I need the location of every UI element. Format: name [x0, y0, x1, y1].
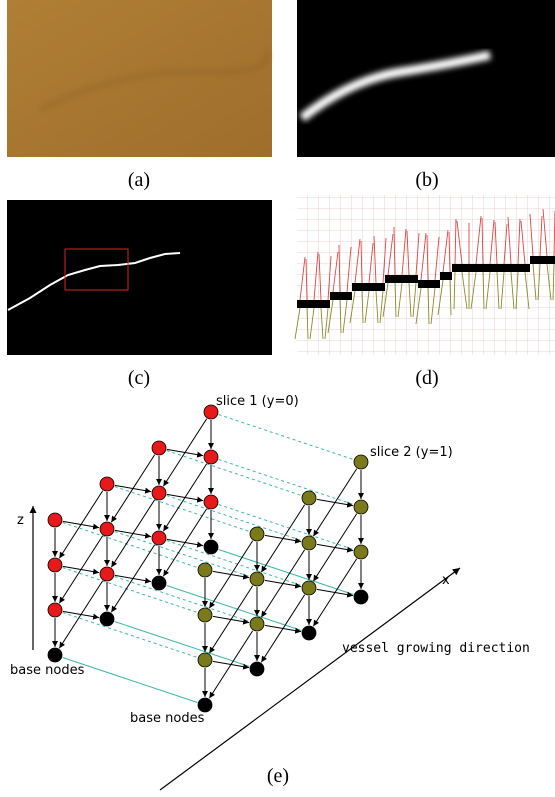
- slice-link: [167, 451, 302, 496]
- caption: (a): [128, 169, 150, 191]
- base-node: [354, 590, 368, 604]
- slice-link: [167, 496, 302, 541]
- figure: (a) (b) (c) (d) z x vessel growing direc…: [0, 0, 555, 797]
- base-label: base nodes: [130, 711, 205, 726]
- node: [198, 653, 212, 667]
- stair: [418, 280, 440, 288]
- base-node: [204, 540, 218, 554]
- base-label: base nodes: [10, 663, 85, 678]
- node: [48, 558, 62, 572]
- edge: [317, 544, 353, 550]
- graph: [48, 405, 368, 712]
- node: [250, 572, 264, 586]
- node: [204, 495, 218, 509]
- slice-link: [219, 550, 354, 595]
- base-node: [48, 648, 62, 662]
- edge: [213, 571, 249, 577]
- node: [152, 441, 166, 455]
- node: [198, 563, 212, 577]
- node: [302, 491, 316, 505]
- node: [354, 500, 368, 514]
- node: [354, 545, 368, 559]
- caption: (b): [415, 169, 438, 191]
- slice-link: [167, 586, 302, 631]
- base-node: [152, 576, 166, 590]
- slice-link: [63, 523, 198, 568]
- stair: [297, 300, 330, 308]
- slice-link: [219, 505, 354, 550]
- axis-label: z: [17, 513, 24, 528]
- axis-label: x: [442, 573, 450, 588]
- response-map: [297, 0, 555, 157]
- grid: [297, 195, 555, 355]
- slice-link: [63, 613, 198, 658]
- slice-link: [167, 541, 302, 586]
- slice-link: [115, 532, 250, 577]
- edge: [213, 616, 249, 622]
- node: [250, 617, 264, 631]
- slice-link: [115, 622, 250, 667]
- base-node: [198, 698, 212, 712]
- caption: (c): [128, 367, 150, 389]
- slice-link: [115, 487, 250, 532]
- stair: [452, 264, 530, 272]
- slice-link: [115, 577, 250, 622]
- node: [100, 567, 114, 581]
- stair: [530, 256, 555, 264]
- node: [100, 477, 114, 491]
- node: [204, 450, 218, 464]
- stair: [330, 292, 352, 300]
- slice-label: slice 2 (y=1): [370, 445, 453, 460]
- slice-label: slice 1 (y=0): [216, 394, 299, 409]
- node: [152, 531, 166, 545]
- node: [100, 522, 114, 536]
- edge: [265, 580, 301, 586]
- stair: [440, 272, 452, 280]
- caption: (e): [267, 765, 289, 787]
- edge: [265, 535, 301, 541]
- node: [302, 581, 316, 595]
- stair: [352, 283, 385, 291]
- stair: [385, 275, 418, 283]
- binary-map: [7, 200, 272, 355]
- node: [354, 455, 368, 469]
- node: [48, 513, 62, 527]
- node: [152, 486, 166, 500]
- base-node: [100, 612, 114, 626]
- base-node: [250, 662, 264, 676]
- direction-label: vessel growing direction: [342, 641, 530, 656]
- node: [250, 527, 264, 541]
- caption: (d): [415, 367, 438, 389]
- slice-link: [63, 568, 198, 613]
- slice-link: [219, 415, 354, 460]
- node: [48, 603, 62, 617]
- node: [302, 536, 316, 550]
- base-node: [302, 626, 316, 640]
- slice-link: [219, 460, 354, 505]
- node: [198, 608, 212, 622]
- edge: [317, 499, 353, 505]
